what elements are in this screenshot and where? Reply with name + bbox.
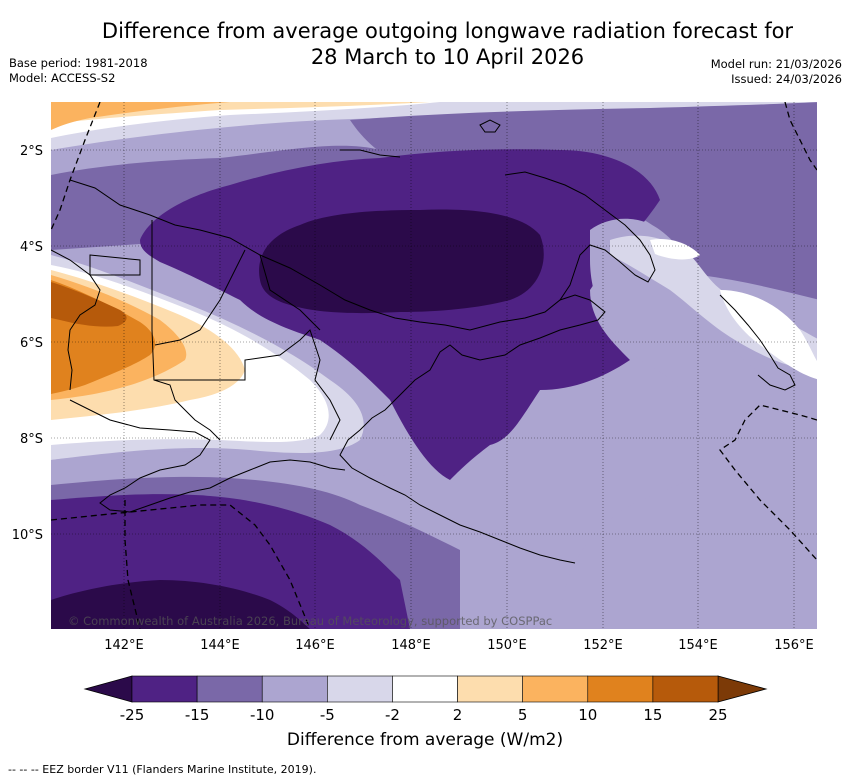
coast-new-britain: [504, 171, 656, 301]
colorbar-tick-label: 15: [643, 706, 662, 724]
lon-label-156e: 156°E: [774, 638, 814, 653]
lon-label-154e: 154°E: [678, 638, 718, 653]
coast-manus: [479, 119, 501, 133]
region-southeast-white: [720, 290, 817, 380]
colorbar-segment: [587, 675, 654, 703]
lon-label-144e: 144°E: [200, 638, 240, 653]
colorbar-tick-label: -10: [250, 706, 275, 724]
colorbar-extend-high: [717, 675, 768, 703]
map-title: Difference from average outgoing longwav…: [100, 18, 795, 70]
lon-label-148e: 148°E: [391, 638, 431, 653]
lat-label-2s: 2°S: [20, 144, 43, 159]
eez-west: [51, 102, 101, 231]
band-orange-top: [51, 102, 230, 130]
border-png-indonesia: [151, 220, 221, 441]
lon-label-150e: 150°E: [487, 638, 527, 653]
colorbar-tick-label: -15: [185, 706, 210, 724]
eez-east: [784, 102, 817, 171]
longitude-labels: 142°E 144°E 146°E 148°E 150°E 152°E 154°…: [104, 638, 814, 653]
lat-label-4s: 4°S: [20, 240, 43, 255]
colorbar-segment: [131, 675, 198, 703]
title-line-1: Difference from average outgoing longwav…: [101, 19, 794, 43]
colorbar-tick-label: -5: [320, 706, 335, 724]
region-east-white: [650, 238, 700, 260]
colorbar-tick-label: -25: [120, 706, 145, 724]
colorbar-segments: [131, 675, 719, 703]
coast-bougainville: [719, 294, 796, 391]
meta-right: Model run: 21/03/2026 Issued: 24/03/2026: [711, 57, 842, 87]
colorbar-tick-label: 10: [578, 706, 597, 724]
colorbar-label: Difference from average (W/m2): [286, 730, 564, 750]
eez-southeast: [719, 404, 817, 561]
issued-date: Issued: 24/03/2026: [731, 72, 842, 86]
border-provinces: [89, 249, 341, 441]
latitude-labels: 2°S 4°S 6°S 8°S 10°S: [12, 144, 43, 543]
coast-new-ireland: [340, 149, 401, 158]
region-west-brown: [51, 282, 127, 327]
title-line-2: 28 March to 10 April 2026: [310, 45, 585, 69]
footer-note: -- -- -- EEZ border V11 (Flanders Marine…: [8, 763, 317, 776]
eez-southwest: [51, 504, 311, 629]
colorbar: -25 -15 -10 -5 -2 2 5 10 15 25: [83, 675, 768, 724]
region-south-extreme: [51, 580, 310, 629]
colorbar-segment: [522, 675, 589, 703]
lat-label-8s: 8°S: [20, 432, 43, 447]
colorbar-tick-label: 5: [518, 706, 528, 724]
colorbar-segment: [392, 675, 458, 703]
colorbar-segment: [652, 675, 719, 703]
colorbar-segment: [196, 675, 263, 703]
lon-label-146e: 146°E: [295, 638, 335, 653]
admin-borders: [89, 220, 341, 441]
coast-south-shore: [69, 399, 346, 513]
colorbar-tick-label: 2: [453, 706, 463, 724]
region-extreme-negative: [259, 209, 544, 314]
olr-anomaly-field: © Commonwealth of Australia 2026, Bureau…: [51, 102, 817, 629]
eez-borders: [51, 102, 817, 629]
model-name: Model: ACCESS-S2: [9, 71, 116, 85]
colorbar-extend-low: [83, 675, 133, 703]
colorbar-segment: [327, 675, 393, 703]
graticule: [51, 102, 817, 629]
coast-west: [51, 249, 101, 391]
base-period: Base period: 1981-2018: [9, 56, 148, 70]
colorbar-tick-labels: -25 -15 -10 -5 -2 2 5 10 15 25: [120, 706, 728, 724]
model-run: Model run: 21/03/2026: [710, 57, 842, 71]
colorbar-segment: [457, 675, 523, 703]
lat-label-6s: 6°S: [20, 336, 43, 351]
copyright-notice: © Commonwealth of Australia 2026, Bureau…: [68, 614, 552, 628]
meta-left: Base period: 1981-2018 Model: ACCESS-S2: [9, 56, 148, 86]
lat-label-10s: 10°S: [12, 528, 43, 543]
colorbar-tick-label: 25: [708, 706, 727, 724]
colorbar-tick-label: -2: [385, 706, 400, 724]
region-east-light: [560, 218, 817, 629]
eez-south-vertical: [124, 500, 141, 629]
colorbar-segment: [261, 675, 328, 703]
lon-label-152e: 152°E: [583, 638, 623, 653]
lon-label-142e: 142°E: [104, 638, 144, 653]
